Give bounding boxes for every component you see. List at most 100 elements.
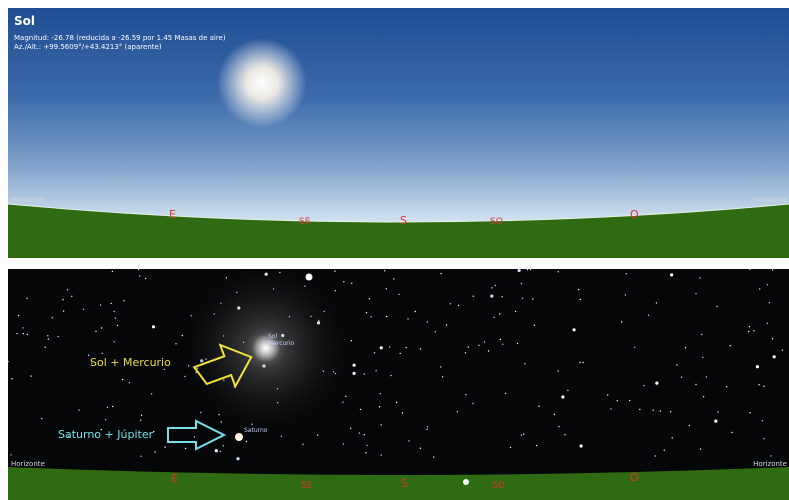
cardinal-so-night: SO xyxy=(492,481,505,491)
star xyxy=(41,417,43,420)
star xyxy=(524,363,526,365)
star xyxy=(770,455,772,457)
cardinal-se: SE xyxy=(299,217,311,227)
star xyxy=(753,330,755,332)
cardinal-e: E xyxy=(169,208,176,221)
star xyxy=(538,405,540,407)
star xyxy=(582,361,584,364)
star xyxy=(385,315,388,318)
star xyxy=(491,287,493,289)
star xyxy=(99,304,102,306)
star xyxy=(449,303,452,305)
star xyxy=(467,346,469,348)
star xyxy=(772,355,776,359)
star xyxy=(532,298,534,300)
star xyxy=(426,321,428,323)
star xyxy=(408,440,410,442)
star xyxy=(123,300,125,302)
star xyxy=(670,273,674,277)
star xyxy=(164,446,166,448)
star xyxy=(521,297,524,299)
star xyxy=(44,346,46,348)
star xyxy=(487,350,490,352)
night-sky-view[interactable]: Sol Mercurio Saturno Sol + Mercurio Satu… xyxy=(8,269,789,500)
star xyxy=(140,419,142,421)
star xyxy=(579,444,583,448)
star xyxy=(499,313,501,315)
annotation-saturn-jupiter: Saturno + Júpiter xyxy=(58,428,154,441)
star xyxy=(352,371,356,375)
cardinal-s-night: S xyxy=(401,477,408,490)
star xyxy=(370,316,372,318)
cardinal-e-night: E xyxy=(171,472,178,485)
sun-object[interactable] xyxy=(252,334,280,362)
star xyxy=(523,433,525,435)
star xyxy=(153,430,155,433)
star xyxy=(214,449,218,453)
sun-disk[interactable] xyxy=(217,38,307,128)
star xyxy=(771,338,774,340)
star xyxy=(393,278,395,280)
star xyxy=(78,409,80,411)
star xyxy=(759,288,761,290)
star xyxy=(363,373,365,375)
star xyxy=(359,408,362,411)
star xyxy=(378,406,381,408)
star xyxy=(140,455,142,457)
star-field xyxy=(8,269,789,500)
daytime-sky-view[interactable]: Sol Magnitud: -26.78 (reducida a -26.59 … xyxy=(8,8,789,258)
star xyxy=(222,445,224,447)
star xyxy=(629,399,631,402)
star xyxy=(350,340,352,342)
star xyxy=(499,338,502,341)
star xyxy=(47,338,50,340)
object-info-panel: Sol Magnitud: -26.78 (reducida a -26.59 … xyxy=(14,14,226,52)
star xyxy=(22,327,24,329)
star xyxy=(113,341,115,343)
star xyxy=(731,431,733,434)
star xyxy=(121,378,124,381)
star xyxy=(695,292,697,295)
star xyxy=(47,335,49,337)
saturn-object[interactable] xyxy=(235,433,243,441)
star xyxy=(440,366,442,368)
star xyxy=(373,352,376,354)
star xyxy=(71,295,73,297)
star xyxy=(407,318,409,320)
star xyxy=(26,333,28,336)
star xyxy=(701,333,703,336)
cardinal-o-night: O xyxy=(630,471,639,484)
star xyxy=(504,392,507,395)
star xyxy=(768,302,770,304)
star xyxy=(520,434,523,436)
star xyxy=(317,434,319,436)
star xyxy=(763,385,765,387)
star xyxy=(695,383,697,386)
star xyxy=(729,345,731,347)
star xyxy=(100,327,103,329)
star xyxy=(200,411,202,414)
star xyxy=(472,402,474,405)
star xyxy=(579,298,581,301)
star xyxy=(140,414,143,416)
object-name: Sol xyxy=(14,14,35,28)
star xyxy=(8,360,9,363)
star xyxy=(663,449,665,451)
star xyxy=(414,310,416,313)
star xyxy=(62,299,64,301)
star xyxy=(748,326,751,328)
star xyxy=(702,396,705,398)
star xyxy=(112,405,114,408)
star xyxy=(684,347,687,349)
horizon-label-left-night: Horizonte xyxy=(11,460,45,468)
star xyxy=(345,395,347,398)
star xyxy=(30,375,32,377)
star xyxy=(11,378,13,380)
star xyxy=(380,424,382,426)
ground-night xyxy=(8,467,789,500)
star xyxy=(558,425,560,428)
star xyxy=(699,277,701,279)
star xyxy=(456,411,459,413)
star xyxy=(62,310,65,312)
star xyxy=(405,346,407,349)
